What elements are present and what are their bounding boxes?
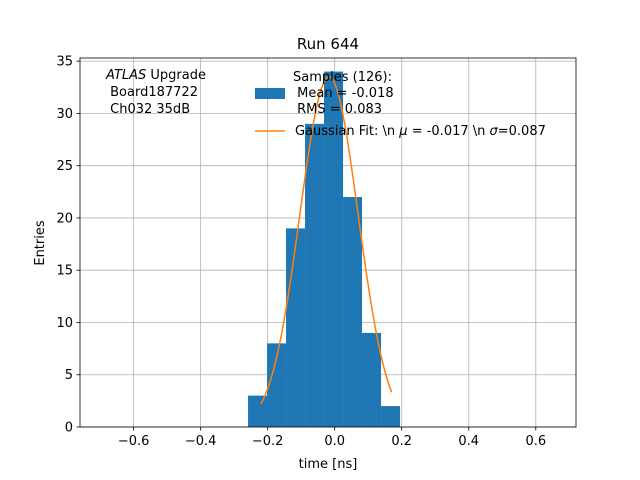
chart-title: Run 644 [297, 35, 359, 53]
y-tick-label: 30 [56, 107, 73, 122]
legend-histogram-line-1: Samples (126): [293, 70, 392, 85]
histogram-bar [267, 343, 287, 427]
y-axis-ticks: 0 5 10 15 20 25 30 35 [56, 55, 80, 436]
y-tick-label: 5 [65, 368, 73, 383]
histogram-bar [381, 406, 401, 427]
legend-sigma-symbol: σ [490, 124, 499, 139]
x-axis-ticks: −0.6 −0.4 −0.2 0.0 0.2 0.4 0.6 [118, 427, 546, 449]
y-tick-label: 20 [56, 211, 73, 226]
legend-mu-symbol: μ [398, 124, 407, 139]
y-axis-label: Entries [33, 220, 48, 266]
histogram-bar [362, 332, 382, 427]
y-tick-label: 25 [56, 159, 73, 174]
histogram-bar [324, 71, 344, 427]
legend-sigma-value: =0.087 [498, 124, 546, 139]
y-tick-label: 15 [56, 264, 73, 279]
annotation-upgrade-text: Upgrade [146, 68, 206, 83]
legend-fit-prefix: Gaussian Fit: \n [295, 124, 399, 139]
y-tick-label: 35 [56, 55, 73, 70]
x-tick-label: −0.2 [252, 434, 284, 449]
x-tick-label: 0.2 [391, 434, 412, 449]
gaussian-fit-curve [260, 76, 393, 405]
legend: Samples (126): Mean = -0.018 RMS = 0.083… [255, 70, 546, 139]
x-tick-label: −0.6 [118, 434, 150, 449]
atlas-annotation: ATLAS Upgrade Board187722 Ch032 35dB [105, 68, 206, 117]
histogram-bar [305, 123, 325, 427]
annotation-line-2: Board187722 [106, 85, 198, 100]
annotation-line-1: ATLAS Upgrade [105, 68, 206, 83]
histogram-bar [248, 395, 268, 427]
x-tick-label: −0.4 [185, 434, 217, 449]
annotation-atlas-italic: ATLAS [105, 68, 146, 83]
axes-frame [79, 57, 577, 428]
annotation-line-3: Ch032 35dB [106, 102, 190, 117]
plot-area [79, 57, 577, 428]
x-axis-label: time [ns] [299, 457, 358, 472]
histogram-bar [343, 197, 363, 427]
legend-mu-value: = -0.017 \n [408, 124, 490, 139]
legend-histogram-swatch [255, 88, 285, 99]
y-tick-label: 0 [65, 421, 73, 436]
y-tick-label: 10 [56, 316, 73, 331]
histogram-bar [286, 228, 306, 427]
legend-histogram-line-3: RMS = 0.083 [293, 102, 382, 117]
x-tick-label: 0.0 [324, 434, 345, 449]
legend-histogram-line-2: Mean = -0.018 [293, 86, 394, 101]
x-tick-label: 0.4 [458, 434, 479, 449]
x-tick-label: 0.6 [525, 434, 546, 449]
legend-fit-label: Gaussian Fit: \n μ = -0.017 \n σ=0.087 [295, 124, 546, 139]
